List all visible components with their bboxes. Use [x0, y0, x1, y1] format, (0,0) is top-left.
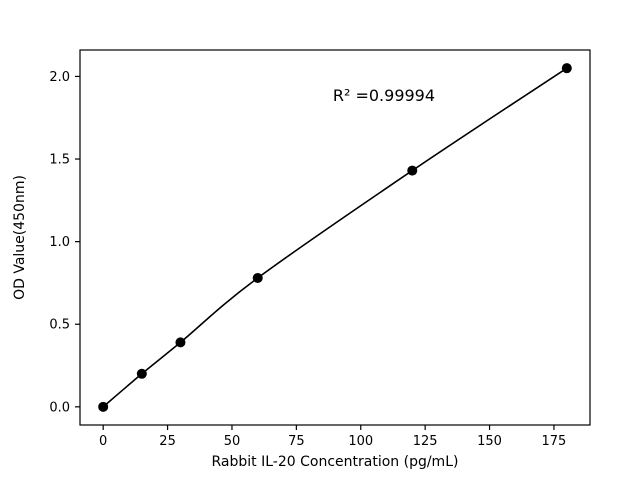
x-tick-label: 125	[413, 434, 438, 449]
r-squared-annotation: R² =0.99994	[333, 86, 435, 105]
x-tick-label: 150	[477, 434, 502, 449]
y-tick-label: 0.0	[49, 400, 70, 415]
x-tick-label: 25	[159, 434, 176, 449]
y-tick-label: 1.0	[49, 235, 70, 250]
y-tick-label: 1.5	[49, 153, 70, 168]
x-tick-label: 100	[348, 434, 373, 449]
y-tick-label: 0.5	[49, 318, 70, 333]
data-point	[407, 165, 418, 176]
data-point	[561, 63, 572, 74]
data-point	[98, 401, 109, 412]
x-axis-label: Rabbit IL-20 Concentration (pg/mL)	[212, 454, 459, 470]
x-tick-label: 75	[288, 434, 305, 449]
plot-frame	[79, 49, 591, 426]
x-tick-label: 50	[224, 434, 241, 449]
data-point	[252, 272, 263, 283]
x-tick-label: 175	[542, 434, 567, 449]
data-point	[136, 368, 147, 379]
y-axis-label: OD Value(450nm)	[12, 175, 28, 300]
data-point	[175, 337, 186, 348]
x-tick-label: 0	[99, 434, 107, 449]
y-tick-label: 2.0	[49, 70, 70, 85]
